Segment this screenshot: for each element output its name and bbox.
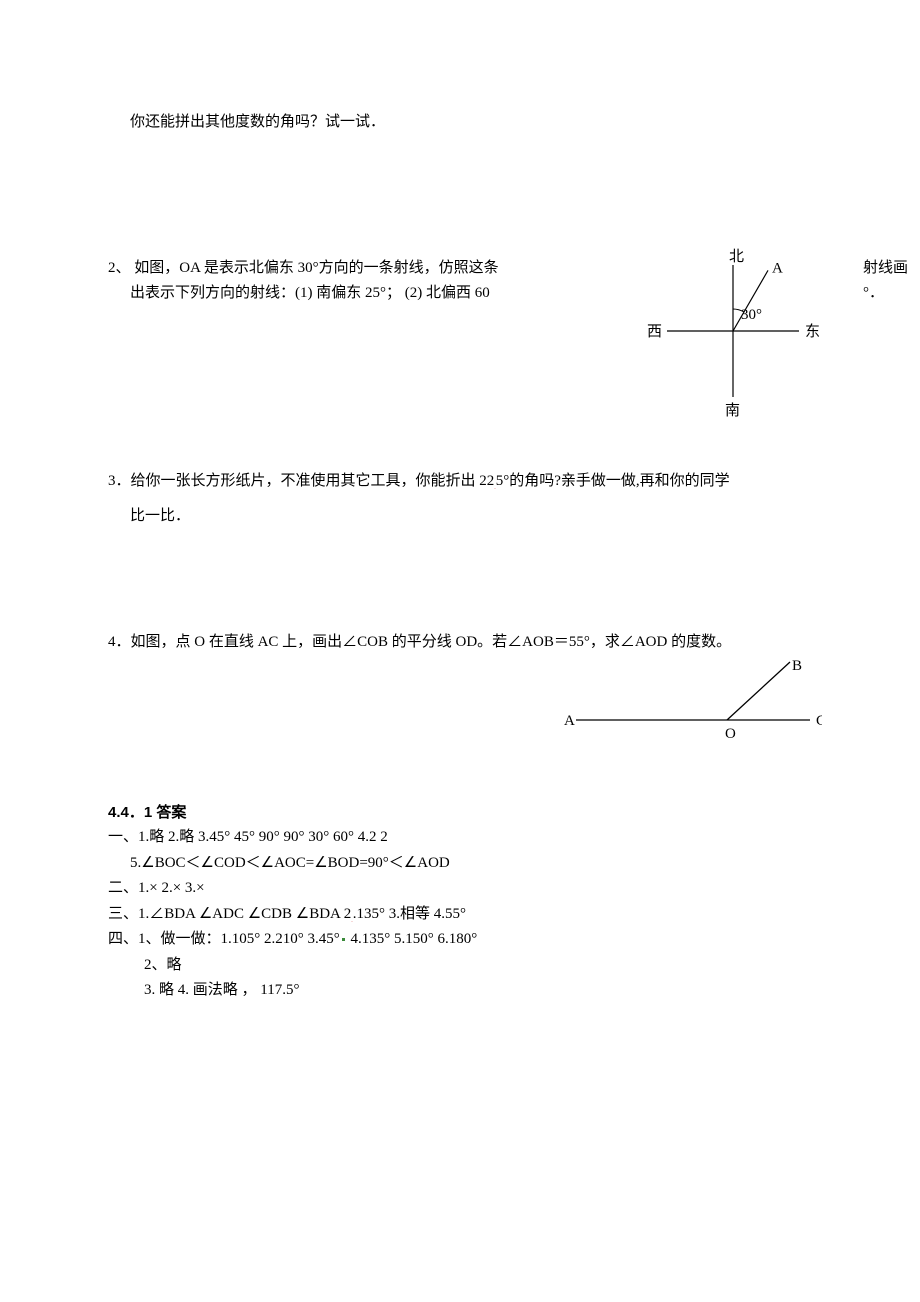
question-2-left-line2: 出表示下列方向的射线：(1) 南偏东 25°； (2) 北偏西 60 (108, 281, 603, 307)
svg-text:北: 北 (729, 248, 744, 265)
answers-line-5: 四、1、做一做：1.105° 2.210° 3.45° 4.135° 5.150… (108, 927, 812, 953)
answers-line-7: 3. 略 4. 画法略 ， 117.5° (108, 978, 812, 1004)
answers-line-2: 5.∠BOC＜∠COD＜∠AOC=∠BOD=90°＜∠AOD (108, 851, 812, 877)
compass-figure: 北南 东 西 A 30° (608, 246, 858, 426)
answers-section: 4.4．1 答案 一、1.略 2.略 3.45° 45° 90° 90° 30°… (108, 800, 812, 1004)
svg-text:A: A (564, 713, 575, 729)
question-4: 4．如图，点 O 在直线 AC 上，画出∠COB 的平分线 OD。若∠AOB＝5… (108, 630, 812, 760)
question-2-text-left: 2、 如图，OA 是表示北偏东 30°方向的一条射线，仿照这条 出表示下列方向的… (108, 256, 603, 307)
svg-text:C: C (816, 713, 822, 729)
question-2-right-line2: °． (863, 281, 920, 307)
answers-line-1: 一、1.略 2.略 3.45° 45° 90° 90° 30° 60° 4.2 … (108, 825, 812, 851)
svg-text:西: 西 (647, 324, 662, 340)
answers-line-6: 2、略 (108, 953, 812, 979)
question-2-text-right: 射线画 °． (863, 256, 920, 307)
question-2: 2、 如图，OA 是表示北偏东 30°方向的一条射线，仿照这条 出表示下列方向的… (108, 256, 812, 421)
answers-line-3: 二、1.× 2.× 3.× (108, 876, 812, 902)
question-extra-text: 你还能拼出其他度数的角吗？试一试． (108, 110, 812, 136)
svg-text:南: 南 (725, 402, 740, 419)
question-2-left-line1: 2、 如图，OA 是表示北偏东 30°方向的一条射线，仿照这条 (108, 256, 603, 282)
svg-text:30°: 30° (741, 307, 762, 323)
question-3-line1: 3．给你一张长方形纸片，不准使用其它工具，你能折出 22.5°的角吗?亲手做一做… (108, 469, 812, 495)
answers-title: 4.4．1 答案 (108, 800, 812, 826)
question-3: 3．给你一张长方形纸片，不准使用其它工具，你能折出 22.5°的角吗?亲手做一做… (108, 469, 812, 530)
angle-figure: A C O B (562, 660, 822, 755)
svg-text:A: A (772, 260, 783, 276)
svg-text:O: O (725, 726, 736, 742)
question-3-line2: 比一比． (108, 504, 812, 530)
answers-line-4: 三、1.∠BDA ∠ADC ∠CDB ∠BDA 2..135° 3.相等 4.5… (108, 902, 812, 928)
green-dot-icon (342, 938, 345, 941)
question-4-text: 4．如图，点 O 在直线 AC 上，画出∠COB 的平分线 OD。若∠AOB＝5… (108, 630, 812, 656)
svg-text:东: 东 (805, 323, 820, 340)
svg-text:B: B (792, 660, 802, 674)
question-2-right-line1: 射线画 (863, 256, 920, 282)
